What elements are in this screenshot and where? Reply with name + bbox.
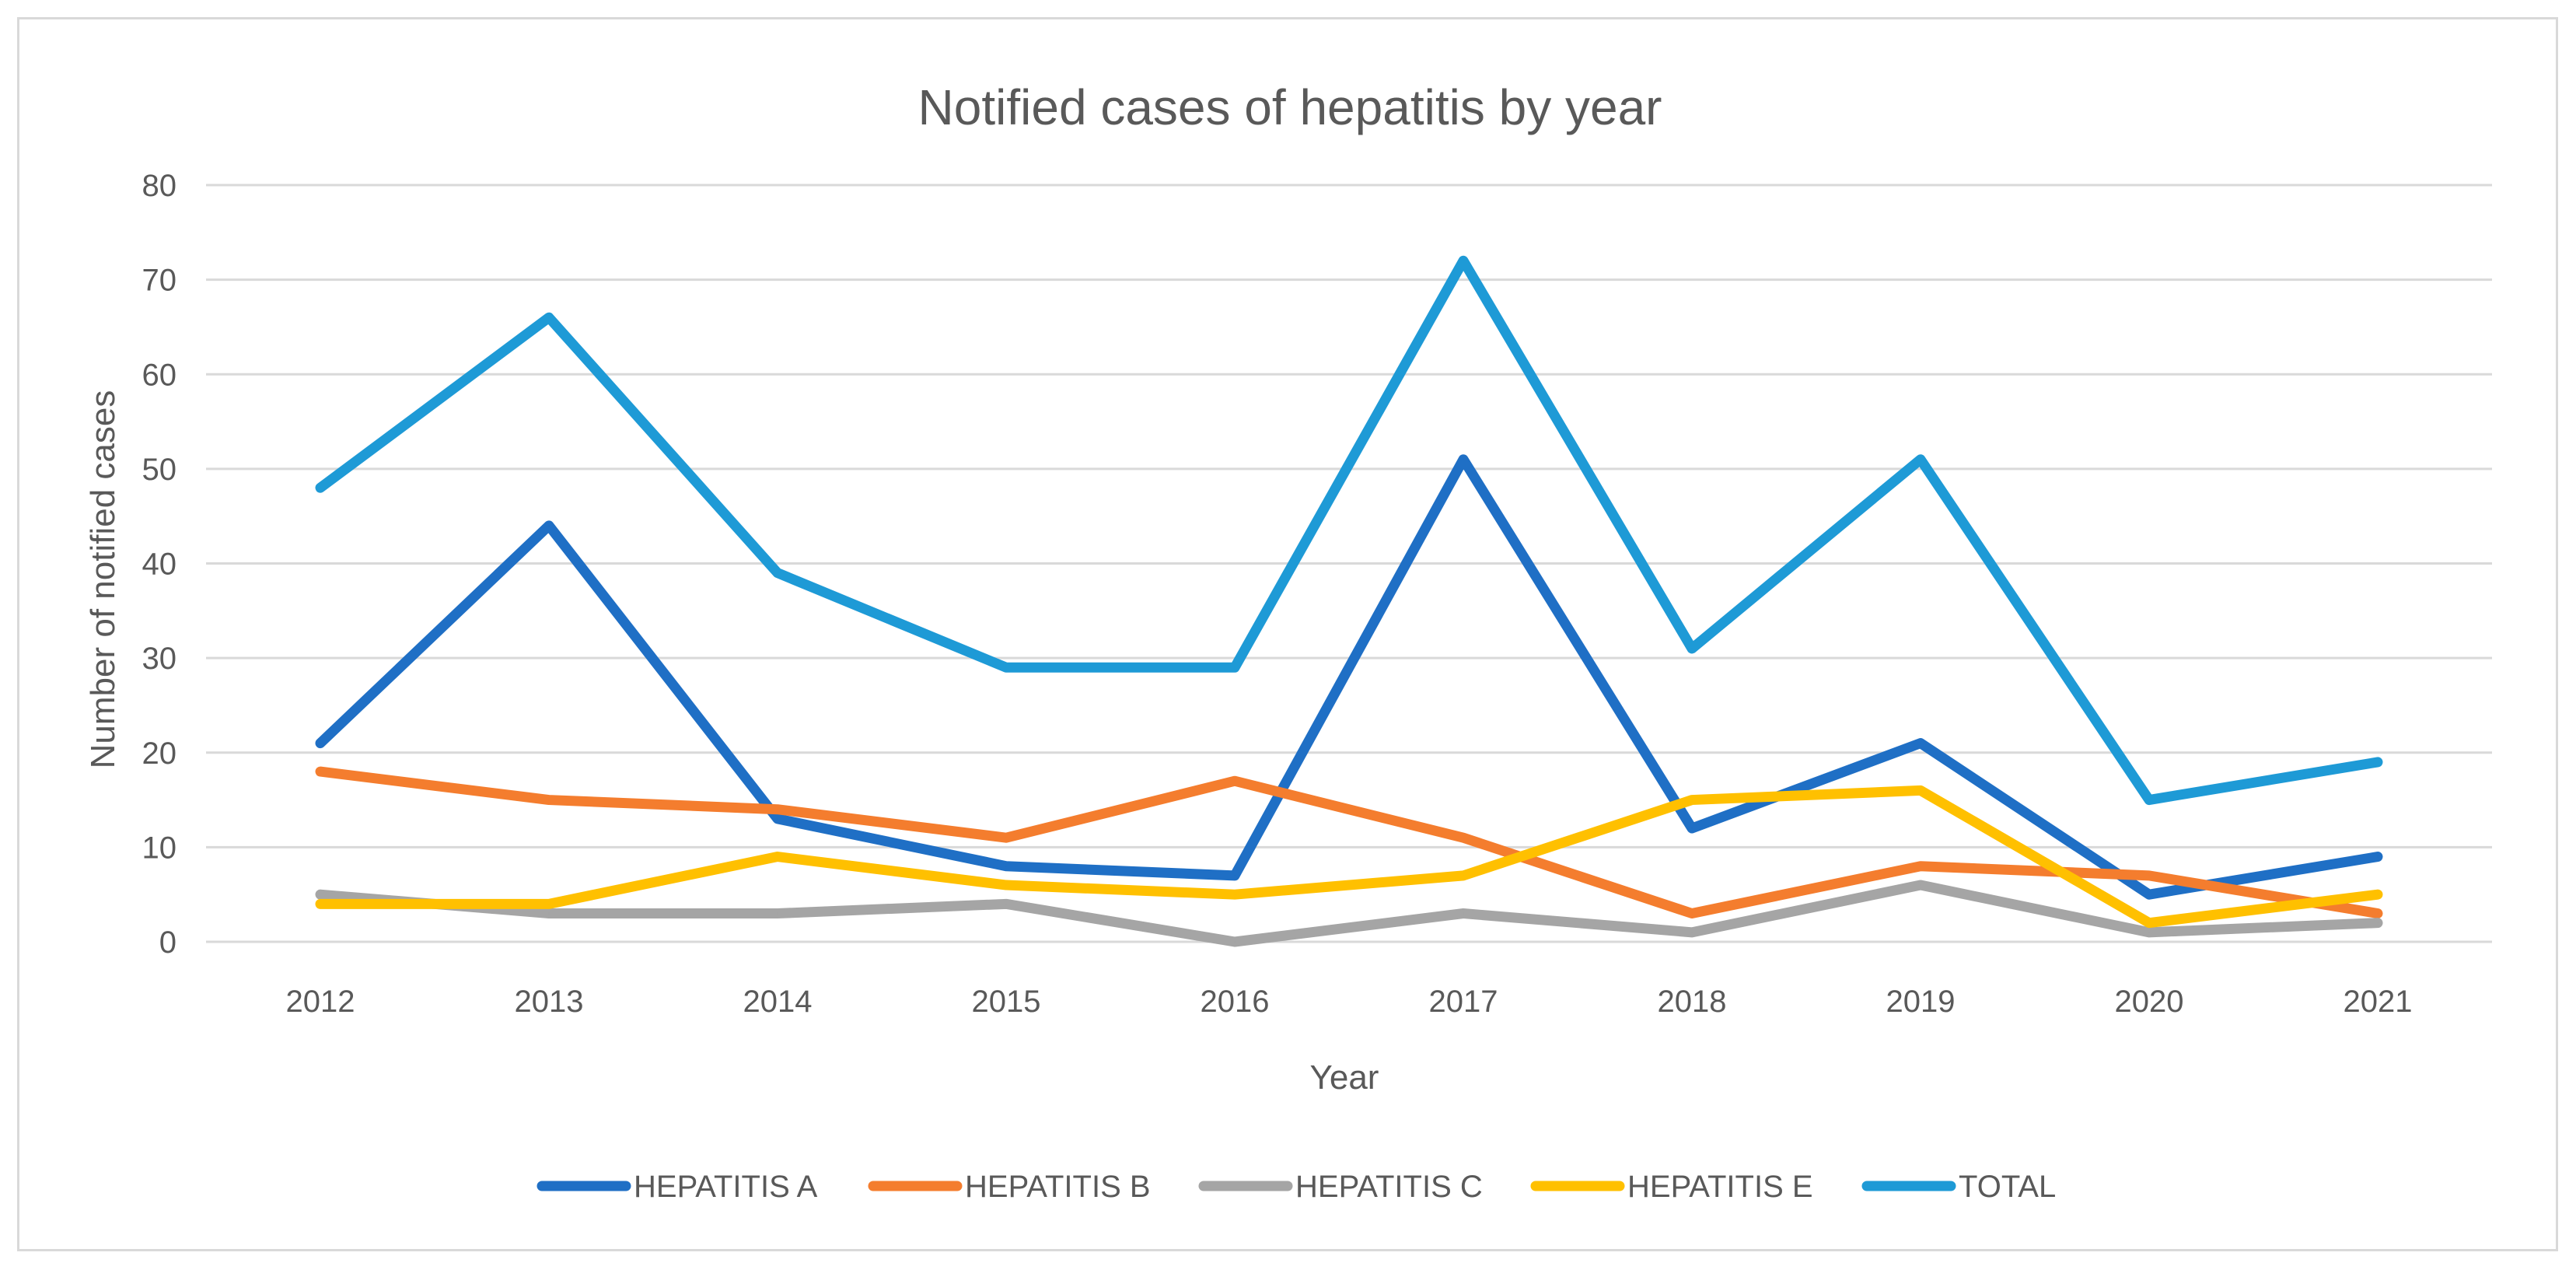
line-chart: Notified cases of hepatitis by year 0 10 2… (84, 79, 2492, 1204)
data-point (2377, 856, 2379, 858)
data-point (1234, 666, 1236, 668)
data-point (1234, 780, 1236, 782)
data-point (1691, 648, 1693, 649)
data-point (2148, 894, 2150, 895)
y-tick-label: 0 (159, 925, 177, 960)
x-tick-label: 2016 (1201, 985, 1270, 1019)
data-point (1691, 799, 1693, 801)
series-line-hepatitis-c (315, 880, 2383, 947)
data-point (777, 572, 778, 574)
data-point (548, 317, 550, 318)
data-point (1005, 666, 1007, 668)
legend-label: TOTAL (1959, 1170, 2056, 1204)
data-point (548, 799, 550, 801)
data-point (777, 856, 778, 858)
series-line-hepatitis-e (315, 785, 2383, 929)
x-tick-label: 2020 (2115, 985, 2184, 1019)
data-point (320, 894, 321, 895)
data-point (2148, 932, 2150, 933)
legend-label: HEPATITIS C (1295, 1170, 1483, 1204)
y-axis-title: Number of notified cases (84, 390, 122, 769)
y-tick-label: 20 (142, 736, 177, 771)
gridlines (206, 184, 2492, 943)
legend-label: HEPATITIS E (1627, 1170, 1813, 1204)
y-tick-label: 10 (142, 831, 177, 865)
data-point (1920, 459, 1921, 460)
data-point (548, 525, 550, 527)
x-tick-label: 2017 (1429, 985, 1498, 1019)
data-point (1005, 866, 1007, 867)
x-axis-title: Year (1310, 1058, 1379, 1097)
data-point (1005, 837, 1007, 838)
data-point (1920, 866, 1921, 867)
data-point (1691, 913, 1693, 915)
data-point (320, 487, 321, 488)
x-tick-label: 2015 (972, 985, 1041, 1019)
data-point (1691, 827, 1693, 829)
x-tick-label: 2012 (286, 985, 355, 1019)
data-point (2148, 799, 2150, 801)
data-point (2377, 922, 2379, 924)
data-point (1005, 903, 1007, 904)
series-line-hepatitis-b (315, 766, 2383, 919)
x-axis-ticks: 2012 2013 2014 2015 2016 2017 2018 2019 2020 2021 (286, 985, 2413, 1019)
data-point (2377, 894, 2379, 895)
series-lines (315, 255, 2383, 947)
y-tick-label: 30 (142, 642, 177, 676)
data-point (777, 913, 778, 915)
data-point (1691, 932, 1693, 933)
data-point (2377, 761, 2379, 763)
chart-frame: Notified cases of hepatitis by year 0 10 2… (17, 17, 2558, 1251)
x-tick-label: 2019 (1886, 985, 1956, 1019)
data-point (1920, 789, 1921, 791)
data-point (1234, 875, 1236, 876)
data-point (548, 903, 550, 904)
data-point (1920, 884, 1921, 886)
x-tick-label: 2014 (743, 985, 813, 1019)
y-tick-label: 60 (142, 358, 177, 392)
data-point (1005, 884, 1007, 886)
data-point (1463, 260, 1464, 261)
data-point (777, 818, 778, 820)
series-line-total (315, 255, 2383, 806)
x-tick-label: 2018 (1658, 985, 1727, 1019)
y-tick-label: 70 (142, 264, 177, 298)
data-point (320, 903, 321, 904)
data-point (1234, 894, 1236, 895)
data-point (2148, 922, 2150, 924)
data-point (320, 743, 321, 744)
y-tick-label: 80 (142, 169, 177, 203)
data-point (1463, 875, 1464, 876)
data-point (1463, 913, 1464, 915)
y-tick-label: 40 (142, 548, 177, 582)
chart-title: Notified cases of hepatitis by year (918, 79, 1662, 135)
data-point (2377, 913, 2379, 915)
x-tick-label: 2021 (2344, 985, 2413, 1019)
data-point (1920, 743, 1921, 744)
data-point (548, 913, 550, 915)
legend-label: HEPATITIS B (965, 1170, 1151, 1204)
data-point (1234, 941, 1236, 943)
y-axis-ticks: 0 10 20 30 40 50 60 70 80 (142, 169, 177, 960)
legend: HEPATITIS A HEPATITIS B HEPATITIS C HEPATIT… (537, 1170, 2056, 1204)
series-line-hepatitis-a (315, 454, 2383, 900)
data-point (1463, 459, 1464, 460)
data-point (777, 809, 778, 810)
x-tick-label: 2013 (515, 985, 584, 1019)
data-point (2148, 875, 2150, 876)
data-point (1463, 837, 1464, 838)
y-tick-label: 50 (142, 453, 177, 487)
legend-label: HEPATITIS A (634, 1170, 818, 1204)
data-point (320, 771, 321, 772)
